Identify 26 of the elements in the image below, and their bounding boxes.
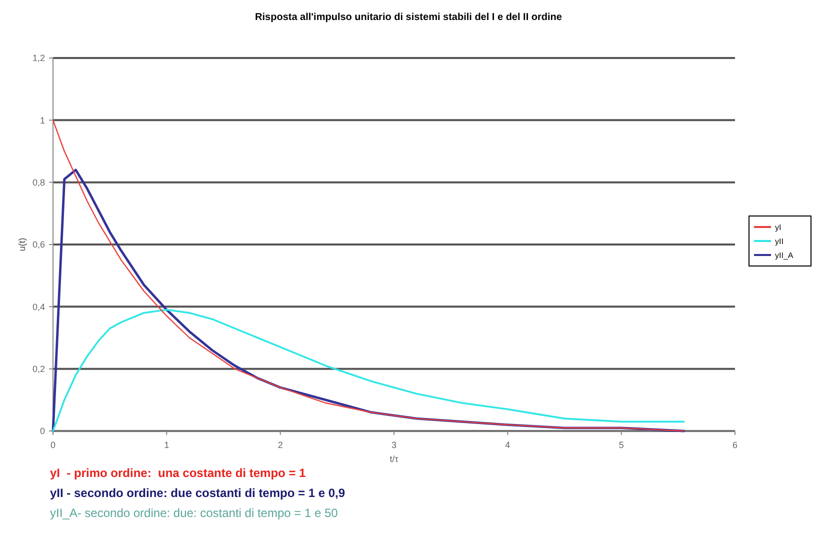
y-axis-title: u(t) <box>17 238 27 252</box>
x-tick-label: 2 <box>278 440 283 450</box>
x-tick-label: 3 <box>391 440 397 450</box>
y-tick-label: 0,8 <box>32 177 45 188</box>
y-tick-label: 1 <box>40 115 45 126</box>
x-tick-label: 4 <box>505 440 510 450</box>
y-tick-label: 0 <box>40 426 45 436</box>
chart-title: Risposta all'impulso unitario di sistemi stabili del I e del II ordine <box>255 12 562 23</box>
line-series <box>52 308 685 432</box>
x-tick-label: 0 <box>50 440 56 450</box>
text: yII - secondo ordine: due costanti di tempo = 1 e 0,9 <box>50 486 346 500</box>
x-axis-title: t/τ <box>390 454 399 464</box>
legend-label: yI <box>775 222 782 232</box>
text: yI - primo ordine: una costante di tempo = 1 <box>50 466 306 480</box>
y-tick-label: 1,2 <box>32 53 45 64</box>
y-tick-label: 0,2 <box>32 364 45 374</box>
line-series <box>52 168 686 432</box>
x-tick-label: 1 <box>164 440 170 450</box>
y-tick-label: 0,6 <box>32 240 45 250</box>
line-series <box>52 120 684 432</box>
x-tick-label: 6 <box>732 440 738 450</box>
x-tick-label: 5 <box>618 440 624 450</box>
legend-label: yII_A <box>775 250 794 260</box>
y-tick-label: 0,4 <box>32 302 45 312</box>
legend-label: yII <box>775 236 784 246</box>
text: yII_A- secondo ordine: due: costanti di tempo = 1 e 50 <box>50 506 338 520</box>
